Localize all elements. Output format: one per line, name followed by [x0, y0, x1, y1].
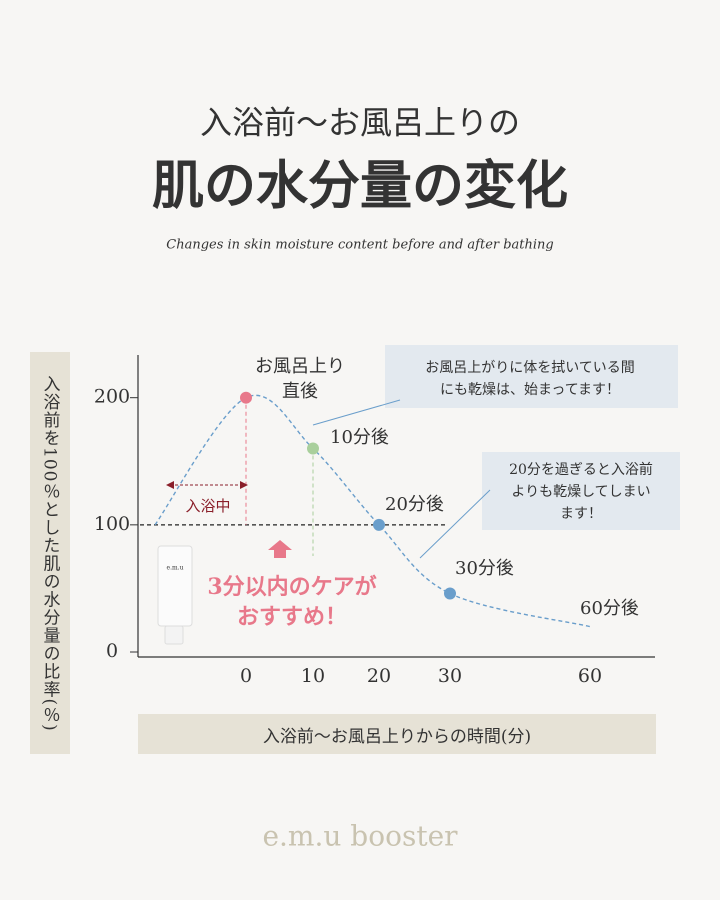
- x-tick-label: 30: [438, 665, 462, 687]
- y-tick-label: 0: [106, 640, 118, 662]
- callout-pointer: [312, 399, 401, 426]
- point-label: 60分後: [580, 598, 639, 619]
- callout-text: お風呂上がりに体を拭いている間: [425, 360, 635, 376]
- x-tick-label: 10: [301, 665, 325, 687]
- callout-text: にも乾燥は、始まってます！: [440, 382, 620, 398]
- callout-box: [385, 345, 678, 408]
- point-marker: [373, 518, 385, 531]
- subtitle: Changes in skin moisture content before …: [166, 238, 554, 253]
- y-tick-label: 100: [94, 513, 130, 535]
- point-label: 直後: [282, 381, 318, 402]
- footer: e.m.u booster: [262, 820, 458, 853]
- point-label: 10分後: [330, 427, 389, 448]
- x-tick-label: 0: [240, 665, 252, 687]
- moisture-curve: [154, 394, 591, 628]
- care-arrow: [268, 540, 292, 558]
- arrow-head: [240, 481, 248, 489]
- product-label: e.m.u: [167, 565, 184, 572]
- point-marker: [307, 442, 319, 455]
- y-tick-label: 200: [94, 386, 130, 408]
- point-label: 30分後: [455, 558, 514, 579]
- care-note: おすすめ！: [237, 604, 347, 630]
- callout-text: 20分を過ぎると入浴前: [509, 461, 653, 478]
- x-tick-label: 60: [578, 665, 602, 687]
- in-bath-label: 入浴中: [185, 497, 230, 515]
- callout-text: よりも乾燥してしまい: [511, 484, 650, 500]
- point-marker: [240, 391, 252, 404]
- x-axis-label: 入浴前〜お風呂上りからの時間(分): [138, 714, 656, 754]
- product-image: e.m.u: [157, 545, 193, 645]
- callout-box: [482, 452, 680, 530]
- title: 肌の水分量の変化: [152, 156, 568, 217]
- x-tick-label: 20: [367, 665, 391, 687]
- callout-text: ます！: [560, 506, 602, 522]
- point-label: 20分後: [385, 494, 444, 515]
- point-marker: [444, 587, 456, 600]
- title-line1: 入浴前〜お風呂上りの: [200, 104, 520, 142]
- care-note: 3分以内のケアが: [207, 574, 376, 600]
- callout-pointer: [419, 489, 491, 559]
- arrow-head: [166, 481, 174, 489]
- point-label: お風呂上り: [255, 356, 345, 377]
- y-axis-label: 入浴前を100％とした肌の水分量の比率(％): [30, 352, 70, 754]
